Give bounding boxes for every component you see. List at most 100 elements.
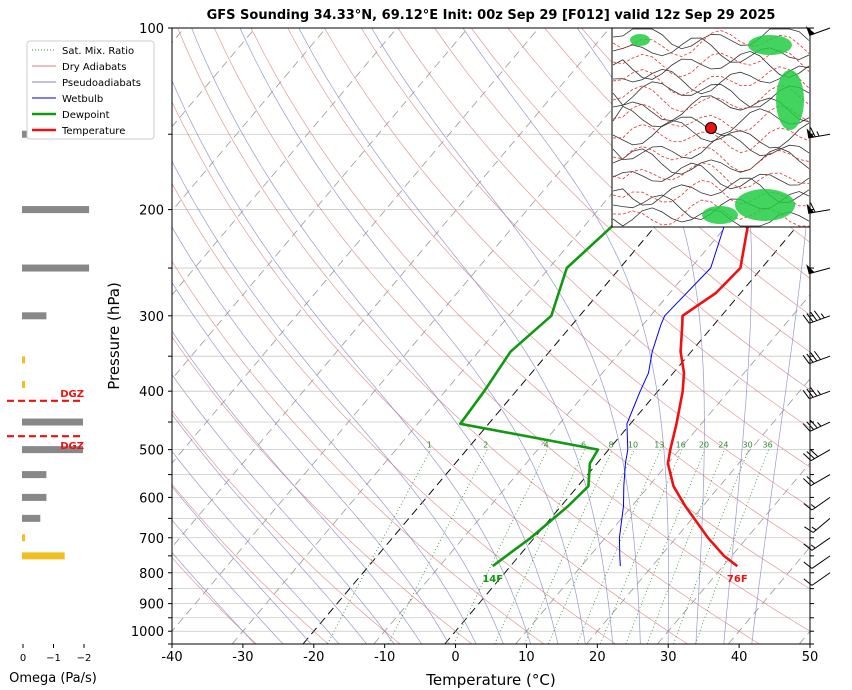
inset-precip-area <box>748 35 792 55</box>
wind-barb <box>806 202 831 214</box>
x-tick-label: 50 <box>802 650 819 665</box>
minus20-isotherm <box>302 41 810 644</box>
wind-barb-flag <box>803 478 812 486</box>
mixing-ratio-label: 10 <box>628 441 638 450</box>
wind-barb <box>806 127 831 139</box>
dry-adiabat-line <box>172 182 616 644</box>
wind-barb-half-flag <box>817 422 822 427</box>
mixing-ratio-line <box>524 449 613 644</box>
pseudoadiabat-line <box>172 413 367 644</box>
inset-map <box>611 27 811 228</box>
mixing-ratio-line <box>453 449 548 644</box>
legend-label: Sat. Mix. Ratio <box>62 46 134 57</box>
dry-adiabat-line <box>172 260 545 644</box>
wind-barb-flag <box>806 421 815 430</box>
pseudoadiabat-line <box>172 79 531 644</box>
mixing-ratio-label: 30 <box>743 441 753 450</box>
wind-barb <box>803 449 831 462</box>
isotherm-line <box>586 378 810 644</box>
pseudoadiabat-line <box>172 160 504 644</box>
wind-barb-half-flag <box>817 390 822 395</box>
dry-adiabat-line <box>397 28 810 429</box>
x-tick-label: -40 <box>161 650 182 665</box>
wind-barb-pennant <box>806 128 815 138</box>
y-tick-label: 900 <box>139 598 164 613</box>
wind-barb-flag <box>803 561 813 569</box>
plot-frame <box>171 27 811 645</box>
omega-bar <box>22 493 47 501</box>
inset-contour <box>612 50 810 80</box>
mixing-ratio-label: 13 <box>654 441 664 450</box>
isotherm-line <box>231 28 752 644</box>
inset-precip-area <box>735 189 795 221</box>
pseudoadiabat-line <box>172 374 395 644</box>
omega-bar <box>22 312 47 320</box>
x-tick-label: -30 <box>232 650 253 665</box>
legend-box <box>26 40 155 140</box>
wind-barb-flag <box>806 476 815 484</box>
pseudoadiabat-line <box>462 28 669 644</box>
inset-contour <box>612 147 810 175</box>
wind-barb-flag <box>806 313 814 323</box>
dry-adiabat-line <box>544 28 810 279</box>
inset-contour <box>612 65 810 95</box>
wind-barb <box>803 496 831 511</box>
legend-label: Dry Adiabats <box>62 62 126 73</box>
y-tick-label: 100 <box>139 22 164 37</box>
dry-adiabat-line <box>471 28 810 353</box>
y-tick-label: 700 <box>139 532 164 547</box>
wind-barb-flag <box>810 352 818 362</box>
inset-map-contours <box>612 28 810 227</box>
y-tick-label: 500 <box>139 444 164 459</box>
x-tick-label: 20 <box>589 650 606 665</box>
inset-contour <box>612 103 810 132</box>
dry-adiabat-line <box>172 483 329 644</box>
surface-dewpoint-label: 14F <box>482 574 503 585</box>
x-tick-label: -10 <box>374 650 395 665</box>
wind-barb <box>804 517 831 533</box>
mixing-ratio-line <box>494 449 586 644</box>
surface-labels: 14F 76F <box>482 574 747 585</box>
wind-barb <box>803 537 831 551</box>
dry-adiabat-line <box>324 28 810 508</box>
wind-barb-flag <box>810 202 816 213</box>
isotherm-line <box>172 28 610 548</box>
omega-bar <box>22 552 65 560</box>
wind-barb-flag <box>806 451 815 459</box>
omega-axis-label: Omega (Pa/s) <box>9 671 97 686</box>
pseudoadiabat-line <box>172 551 256 644</box>
x-tick-label: -20 <box>303 650 324 665</box>
inset-contour <box>612 162 810 189</box>
inset-contour <box>612 123 810 154</box>
wind-barb-pennant <box>806 203 815 214</box>
inset-contour <box>612 162 810 190</box>
wind-barb-pennant <box>806 264 815 274</box>
y-tick-label: 800 <box>139 567 164 582</box>
y-tick-label: 1000 <box>131 625 164 640</box>
pseudoadiabat-line <box>371 28 641 644</box>
inset-contour <box>612 199 809 227</box>
x-axis-label: Temperature (°C) <box>425 671 555 689</box>
mixing-ratio-label: 20 <box>699 441 709 450</box>
mixing-ratio-line <box>388 449 488 644</box>
mixing-ratio-label: 8 <box>609 441 614 450</box>
y-tick-label: 300 <box>139 310 164 325</box>
wind-barb-flag <box>804 526 814 533</box>
wind-barb <box>805 26 831 36</box>
dry-adiabat-line <box>507 28 810 316</box>
axes: -40 -30 -20 -10 0 10 20 30 40 50 100 200 300 400 500 60… <box>131 22 818 665</box>
wind-barb-flag <box>809 419 818 429</box>
inset-precip-area <box>776 70 804 130</box>
omega-bar <box>22 471 47 479</box>
dry-adiabat-line <box>172 557 257 644</box>
dgz-label: DGZ <box>60 441 84 452</box>
omega-bar <box>22 446 83 454</box>
inset-contour <box>612 84 810 113</box>
pseudoadiabat-line <box>298 28 614 644</box>
inset-contour <box>612 66 810 96</box>
pseudoadiabat-line <box>172 450 340 644</box>
mixing-ratio-label: 4 <box>544 441 549 450</box>
surface-temperature-label: 76F <box>727 574 748 585</box>
wind-barb-half-flag <box>820 313 825 319</box>
